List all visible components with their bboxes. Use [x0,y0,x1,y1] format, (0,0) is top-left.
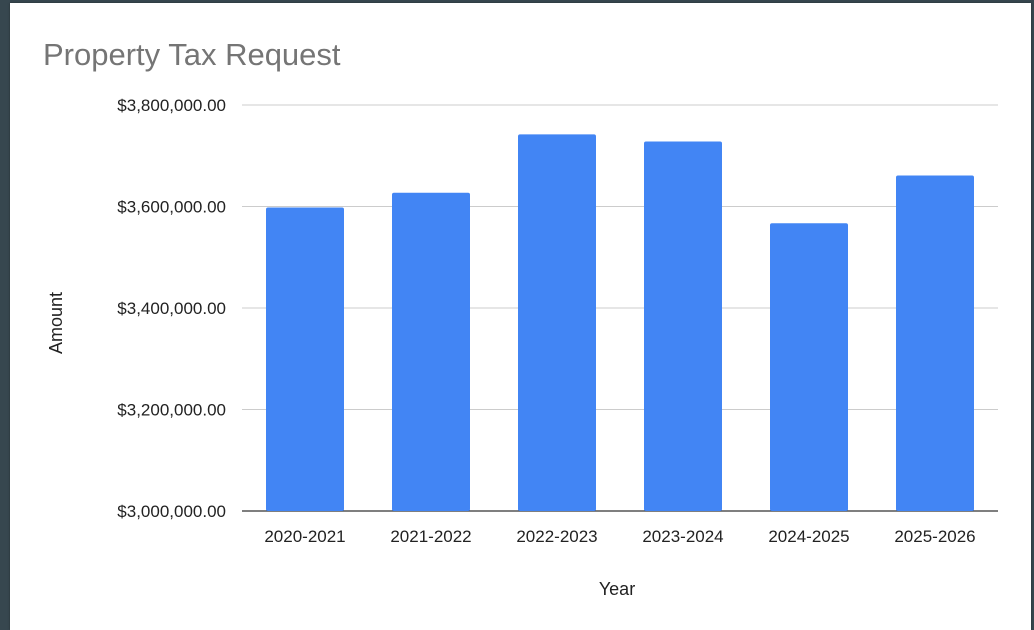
x-tick-label: 2021-2022 [390,527,471,546]
bar-2021-2022[interactable] [392,192,470,512]
bar-2024-2025[interactable] [770,223,848,511]
bars [266,134,974,512]
gridlines [242,104,998,512]
x-axis-ticks: 2020-2021 2021-2022 2022-2023 2023-2024 2024… [264,527,975,546]
bar-2023-2024[interactable] [644,141,722,512]
bar-chart: Property Tax Request $3,000,000.00 $3,200… [43,37,998,599]
y-tick-label: $3,400,000.00 [117,299,226,318]
y-tick-label: $3,800,000.00 [117,96,226,115]
x-tick-label: 2023-2024 [642,527,723,546]
y-axis-ticks: $3,000,000.00 $3,200,000.00 $3,400,000.00 $… [117,96,226,521]
bar-2025-2026[interactable] [896,175,974,512]
x-tick-label: 2025-2026 [894,527,975,546]
x-tick-label: 2024-2025 [768,527,849,546]
chart-card: Property Tax Request $3,000,000.00 $3,200… [10,3,1031,630]
x-axis-label: Year [599,579,635,599]
y-axis-label: Amount [46,292,66,354]
x-tick-label: 2022-2023 [516,527,597,546]
y-tick-label: $3,000,000.00 [117,502,226,521]
bar-2020-2021[interactable] [266,207,344,511]
chart-title: Property Tax Request [43,37,341,72]
x-tick-label: 2020-2021 [264,527,345,546]
y-tick-label: $3,200,000.00 [117,401,226,420]
y-tick-label: $3,600,000.00 [117,198,226,217]
bar-2022-2023[interactable] [518,134,596,511]
